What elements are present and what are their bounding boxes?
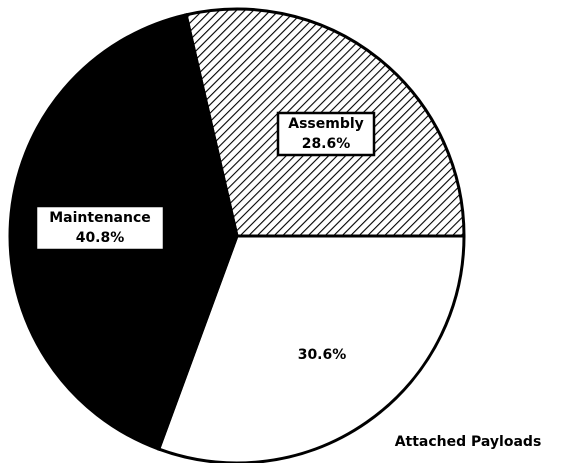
label-box: [34, 204, 166, 252]
category-label: Maintenance: [49, 210, 151, 226]
value-label: 30.6%: [298, 347, 347, 363]
category-label: Assembly: [288, 116, 364, 132]
pie-slice: [156, 234, 466, 463]
label-box: [276, 111, 376, 157]
value-label: 40.8%: [76, 230, 125, 246]
category-label: Attached Payloads: [395, 434, 542, 450]
value-label: 28.6%: [302, 136, 351, 152]
